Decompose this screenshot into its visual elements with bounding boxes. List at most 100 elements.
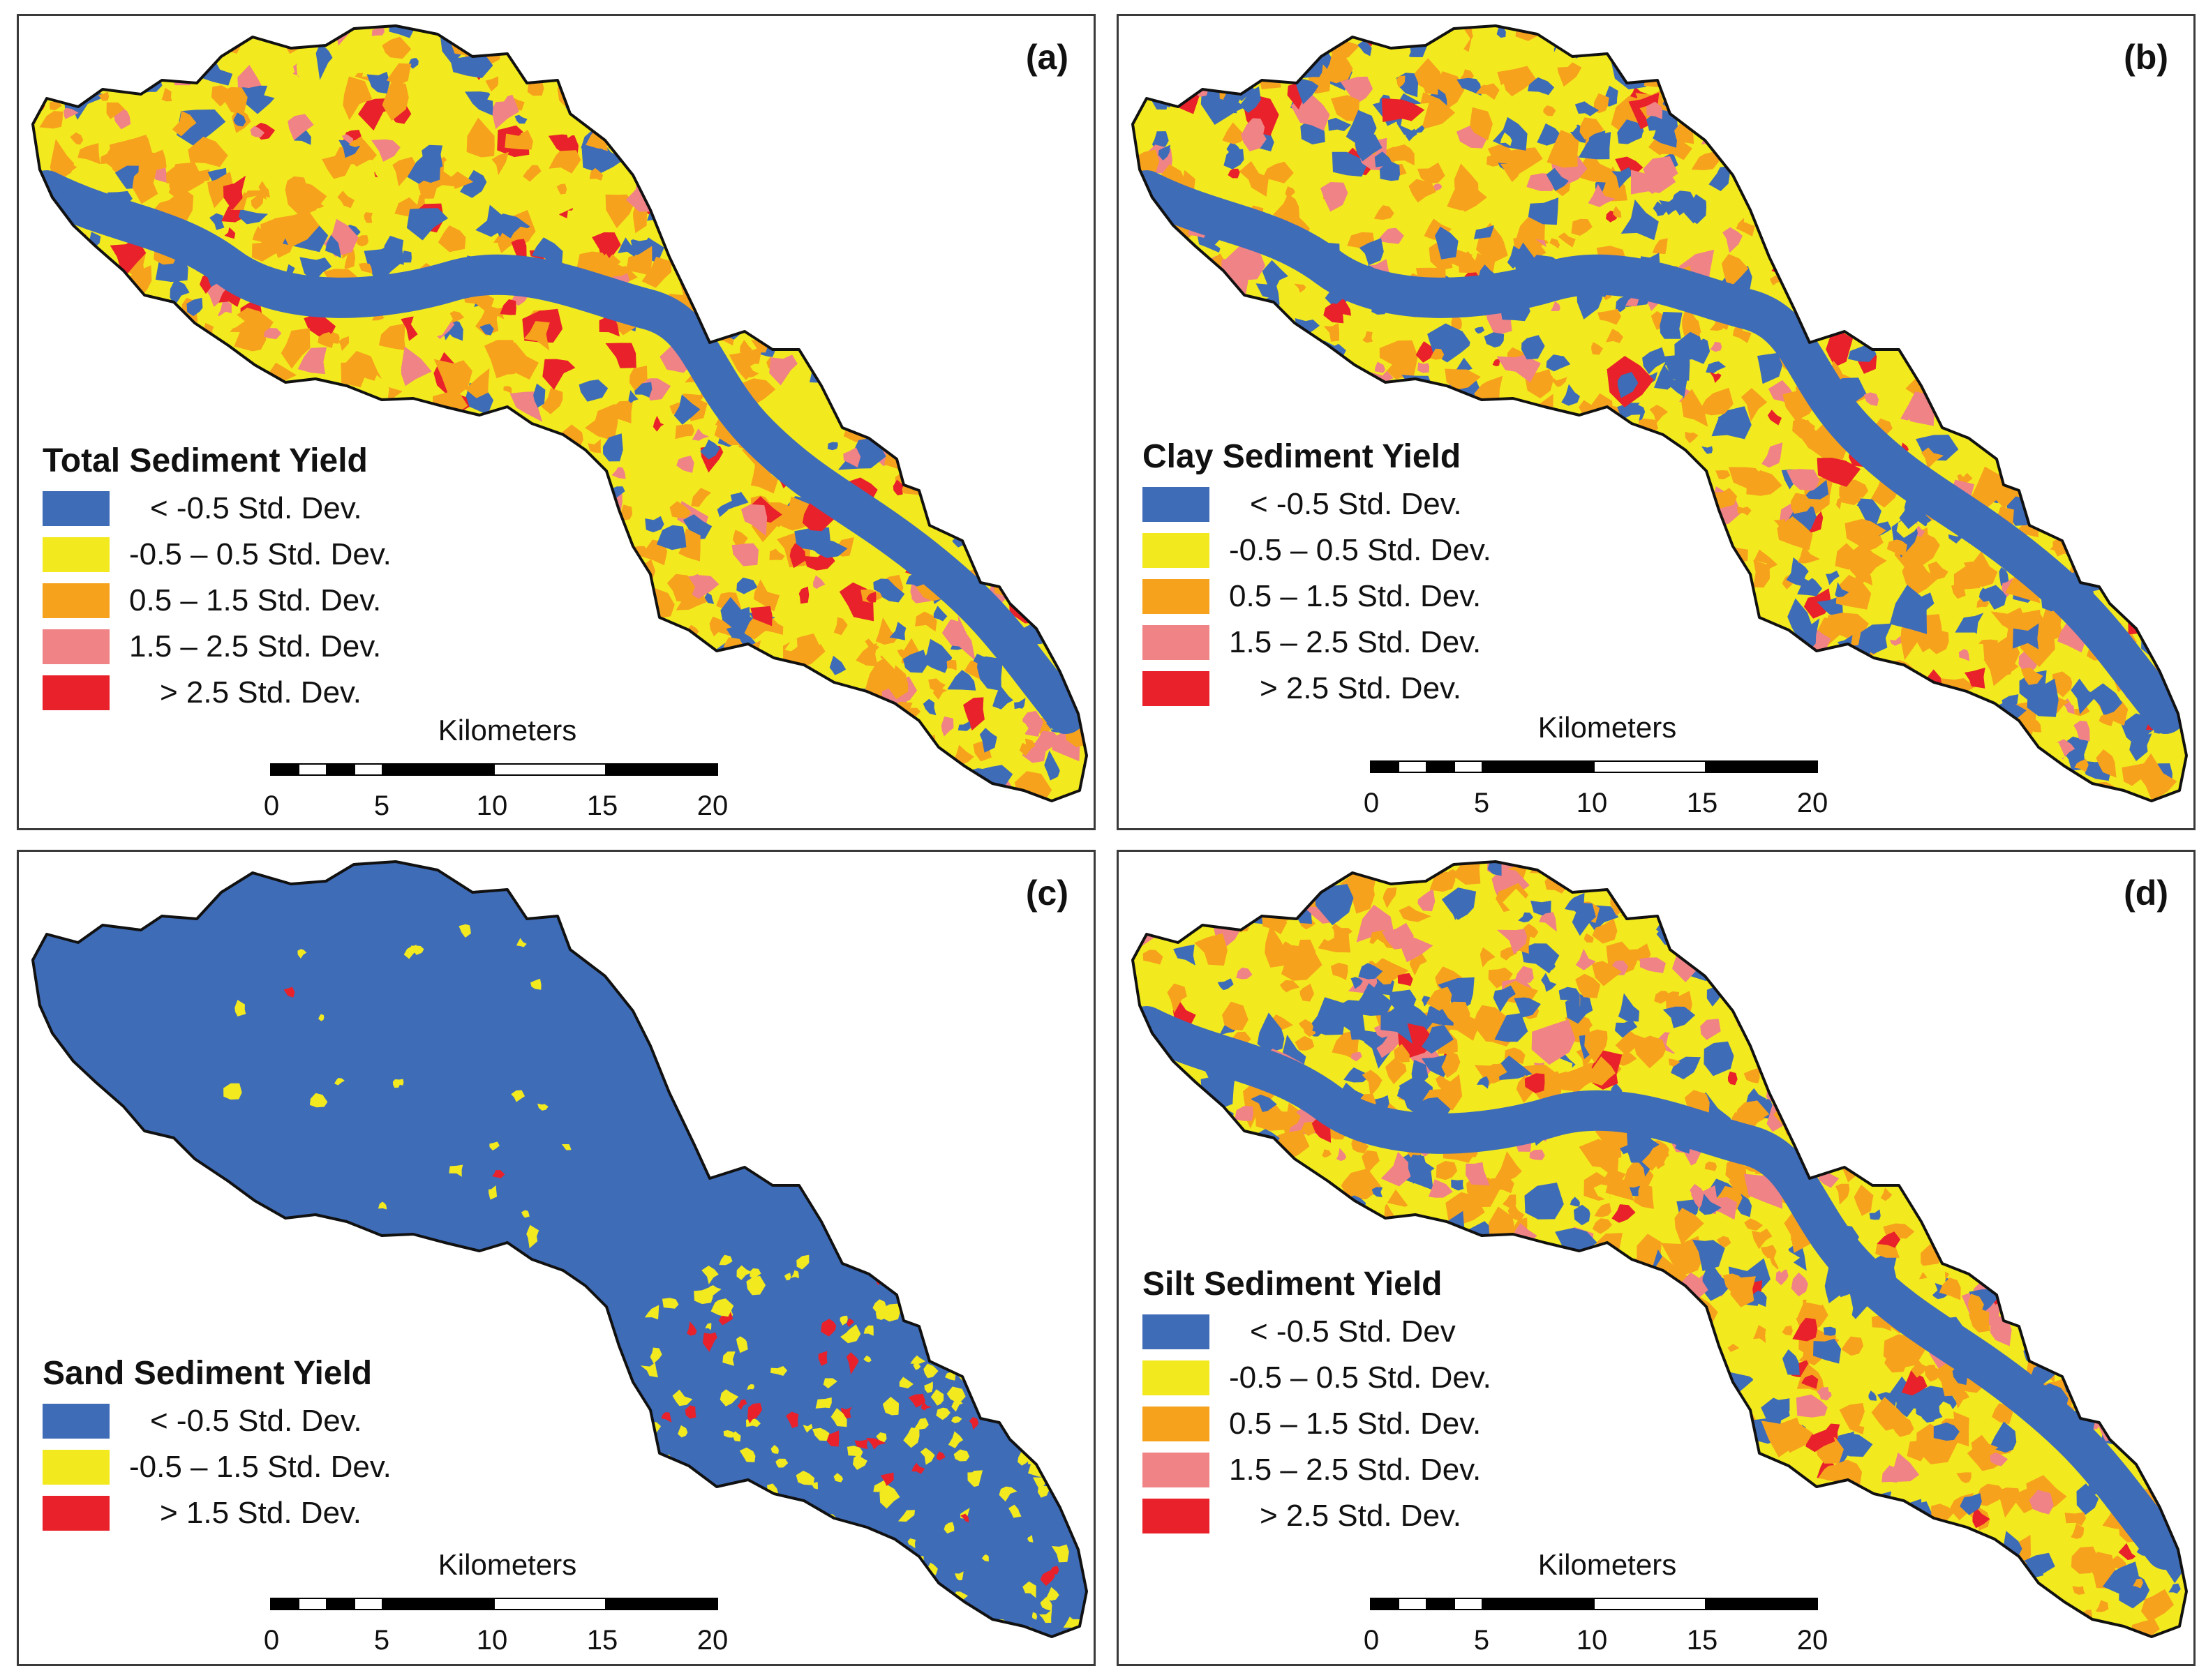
subbasin-patch [392,1079,401,1088]
subbasin-patch [396,666,422,693]
subbasin-patch [833,1603,842,1617]
subbasin-patch [2168,597,2182,615]
subbasin-patch [489,1185,498,1200]
subbasin-patch [436,550,449,565]
subbasin-patch [2135,1034,2150,1047]
subbasin-patch [1711,406,1752,440]
subbasin-patch [123,135,150,156]
subbasin-patch [1212,894,1246,913]
subbasin-patch [1907,1612,1948,1637]
subbasin-patch [1926,1195,1956,1224]
subbasin-patch [1487,1405,1515,1439]
subbasin-patch [1018,336,1042,360]
subbasin-patch [191,375,214,398]
subbasin-patch [2136,348,2173,382]
subbasin-patch [1221,39,1235,49]
subbasin-patch [1493,1294,1527,1337]
subbasin-patch [1683,39,1711,60]
subbasin-patch [981,1554,989,1562]
subbasin-patch [132,26,163,48]
subbasin-patch [1257,885,1281,913]
subbasin-patch [1983,633,2020,670]
subbasin-patch [1766,191,1787,204]
legend-label: 0.5 – 1.5 Std. Dev. [1229,1407,1482,1441]
subbasin-patch [1847,933,1884,957]
subbasin-patch [831,264,842,283]
scale-bar-title: Kilometers [438,714,577,747]
subbasin-patch [1925,1365,1936,1374]
subbasin-patch [1654,862,1681,868]
subbasin-patch [1975,187,1997,215]
subbasin-patch [734,297,763,324]
subbasin-patch [1290,375,1310,397]
subbasin-patch [251,195,264,210]
subbasin-patch [212,771,234,800]
subbasin-patch [1574,1204,1590,1226]
subbasin-patch [1877,155,1897,173]
subbasin-patch [1711,52,1726,68]
subbasin-patch [1081,588,1087,597]
subbasin-patch [1528,197,1559,225]
subbasin-patch [1894,1624,1907,1637]
subbasin-patch [1246,965,1274,987]
subbasin-patch [187,723,204,737]
subbasin-patch [1382,379,1414,414]
subbasin-patch [2104,1162,2124,1186]
subbasin-patch [288,114,314,141]
subbasin-patch [1849,1057,1873,1091]
subbasin-patch [1918,1263,1946,1287]
subbasin-patch [1201,276,1216,290]
subbasin-patch [1947,1615,1976,1636]
subbasin-patch [1938,1526,1955,1543]
subbasin-patch [849,160,860,168]
subbasin-patch [851,327,863,340]
subbasin-patch [985,383,1024,430]
subbasin-patch [1956,744,1988,765]
map-panel-d: (d) Silt Sediment Yield < -0.5 Std. Dev … [1117,850,2196,1666]
subbasin-patch [523,553,561,585]
subbasin-patch [592,232,621,267]
subbasin-patch [977,493,993,511]
subbasin-patch [713,65,727,80]
subbasin-patch [1905,278,1926,292]
subbasin-patch [2015,1024,2029,1039]
subbasin-patch [218,286,241,307]
subbasin-patch [1254,1557,1269,1579]
subbasin-patch [1075,44,1087,74]
subbasin-patch [872,213,889,225]
subbasin-patch [1040,269,1057,285]
subbasin-patch [2012,66,2036,88]
subbasin-patch [1832,1293,1854,1326]
subbasin-patch [1972,1506,1990,1529]
subbasin-patch [1338,1249,1353,1266]
subbasin-patch [2072,1199,2106,1223]
subbasin-patch [1963,1553,1972,1564]
subbasin-patch [1927,353,1951,386]
subbasin-patch [1858,623,1892,654]
subbasin-patch [33,344,54,380]
subbasin-patch [1835,302,1855,332]
subbasin-patch [1133,1463,1140,1477]
subbasin-patch [848,752,880,784]
subbasin-patch [1521,410,1544,435]
subbasin-patch [1911,1439,1930,1457]
subbasin-patch [1255,283,1279,298]
subbasin-patch [889,622,907,640]
subbasin-patch [1802,189,1835,220]
subbasin-patch [309,1093,328,1108]
subbasin-patch [1815,862,1863,882]
subbasin-patch [1274,1596,1293,1613]
subbasin-patch [2051,316,2079,356]
subbasin-patch [1292,1547,1326,1582]
subbasin-patch [2089,1358,2116,1393]
subbasin-patch [1950,1010,1963,1026]
subbasin-patch [789,543,806,569]
subbasin-patch [2008,229,2040,253]
subbasin-patch [1359,238,1384,266]
subbasin-patch [854,41,884,77]
subbasin-patch [1544,1336,1572,1369]
subbasin-patch [1949,903,1976,930]
subbasin-patch [1277,1110,1301,1130]
subbasin-patch [563,618,592,655]
subbasin-patch [530,978,542,990]
